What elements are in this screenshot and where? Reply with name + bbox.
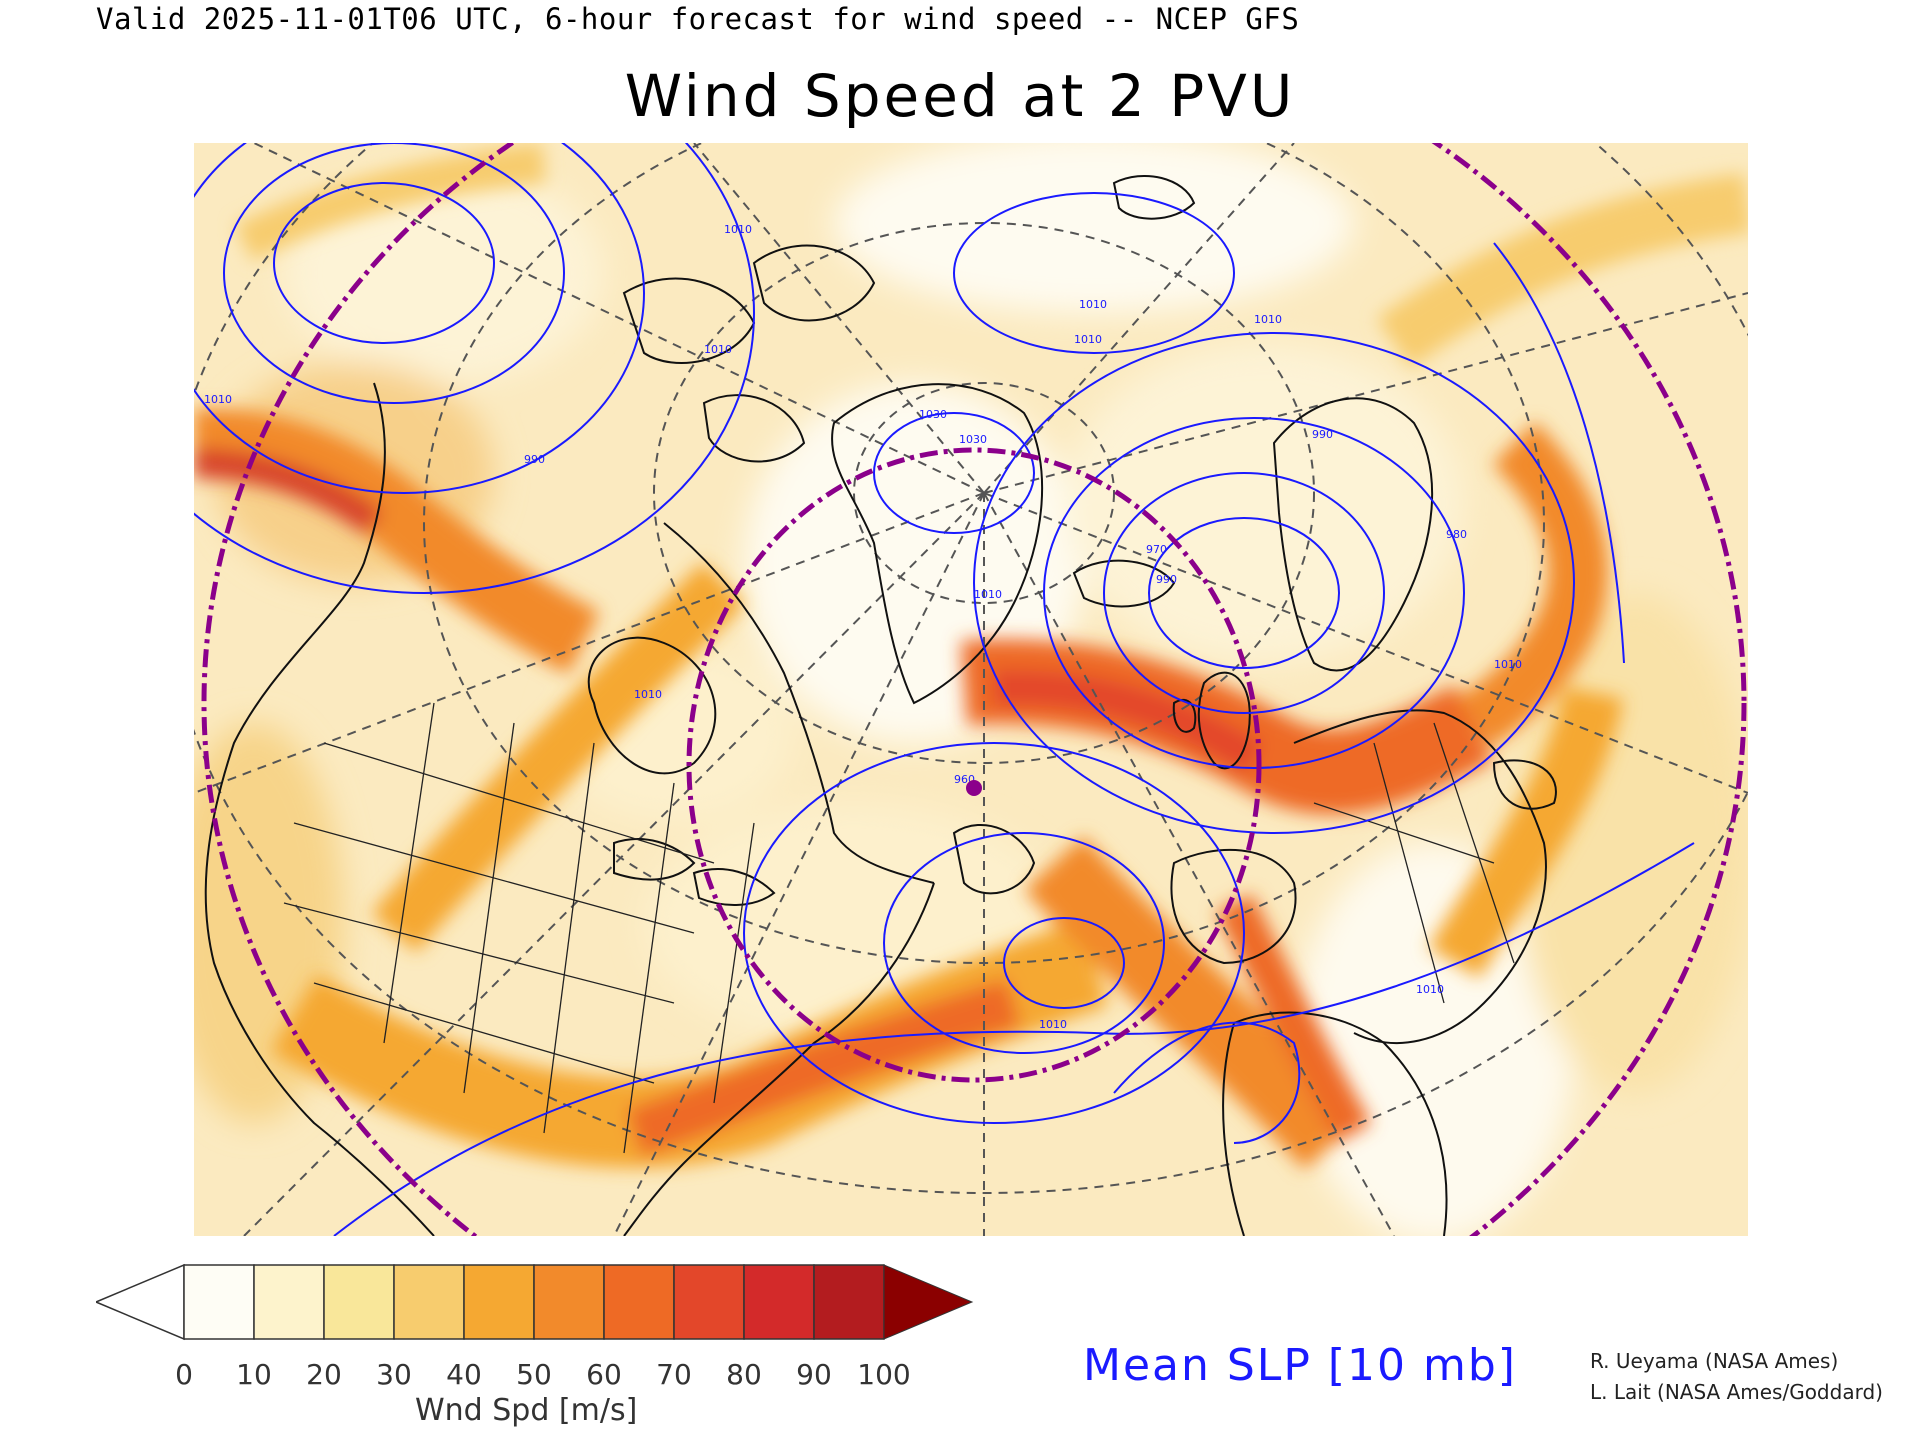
colorbar-tick: 20 [306, 1358, 342, 1391]
isobar-label: 1010 [204, 393, 232, 406]
isobar-label: 1010 [1039, 1018, 1067, 1031]
isobar-label: 970 [1146, 543, 1167, 556]
credit-line: R. Ueyama (NASA Ames) [1590, 1349, 1839, 1373]
isobar-label: 990 [1312, 428, 1333, 441]
colorbar-tick-labels: 0 10 20 30 40 50 60 70 80 90 100 [0, 1358, 1000, 1394]
colorbar-over-arrow [883, 1264, 974, 1340]
isobar-labels: 1010 1010 1010 990 1010 1030 1030 1010 1… [204, 223, 1522, 1031]
colorbar-tick: 90 [796, 1358, 832, 1391]
map-title: Wind Speed at 2 PVU [624, 62, 1296, 130]
colorbar-tick: 0 [175, 1358, 193, 1391]
colorbar-label: Wnd Spd [m/s] [415, 1393, 638, 1428]
colorbar-box [463, 1264, 535, 1340]
isobar-label: 1010 [1074, 333, 1102, 346]
wind-speed-colorbar [94, 1260, 976, 1354]
isobar-label: 980 [1446, 528, 1467, 541]
great-circle-rings [201, 143, 1747, 1236]
isobar-label: 1030 [919, 408, 947, 421]
isobar-label: 1010 [1416, 983, 1444, 996]
colorbar-box [673, 1264, 745, 1340]
isobar-label: 1010 [1494, 658, 1522, 671]
colorbar-tick: 80 [726, 1358, 762, 1391]
colorbar-box [533, 1264, 605, 1340]
political-borders [283, 702, 1515, 1154]
isobar-label: 1010 [1254, 313, 1282, 326]
valid-time-header: Valid 2025-11-01T06 UTC, 6-hour forecast… [96, 2, 1300, 36]
colorbar-under-arrow [94, 1263, 185, 1341]
isobar-label: 1010 [704, 343, 732, 356]
slp-contour-legend: Mean SLP [10 mb] [1083, 1340, 1517, 1391]
isobar-label: 1030 [959, 433, 987, 446]
credits: R. Ueyama (NASA Ames) L. Lait (NASA Ames… [1590, 1346, 1883, 1408]
isobar-label: 1010 [634, 688, 662, 701]
colorbar-box [603, 1264, 675, 1340]
slp-isobars [194, 143, 1695, 1236]
reference-point-marker [966, 780, 982, 796]
isobar-label: 1010 [1079, 298, 1107, 311]
colorbar-boxes [183, 1264, 885, 1340]
credit-line: L. Lait (NASA Ames/Goddard) [1590, 1380, 1883, 1404]
colorbar-tick: 40 [446, 1358, 482, 1391]
isobar-label: 1010 [724, 223, 752, 236]
colorbar-tick: 60 [586, 1358, 622, 1391]
isobar-label: 990 [1156, 573, 1177, 586]
colorbar-box [743, 1264, 815, 1340]
colorbar-tick: 30 [376, 1358, 412, 1391]
colorbar-box [323, 1264, 395, 1340]
isobar-label: 1010 [974, 588, 1002, 601]
colorbar-tick: 10 [236, 1358, 272, 1391]
coastlines [204, 175, 1557, 1236]
isobar-label: 990 [524, 453, 545, 466]
colorbar-tick: 70 [656, 1358, 692, 1391]
colorbar-box [253, 1264, 325, 1340]
colorbar-box [183, 1264, 255, 1340]
colorbar-tick: 100 [857, 1358, 911, 1391]
colorbar-box [813, 1264, 885, 1340]
graticule [194, 143, 1748, 1236]
colorbar-box [393, 1264, 465, 1340]
colorbar-tick: 50 [516, 1358, 552, 1391]
wind-speed-map: 1010 1010 1010 990 1010 1030 1030 1010 1… [194, 143, 1748, 1236]
